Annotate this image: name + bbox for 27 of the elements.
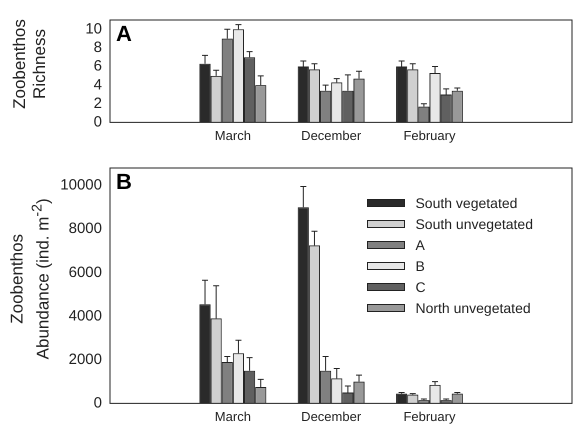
legend-label: South unvegetated <box>415 216 533 232</box>
y-tick-label: 6000 <box>68 264 102 281</box>
y-tick-label: 2000 <box>68 350 102 368</box>
x-tick-label: December <box>301 408 362 424</box>
legend-label: B <box>415 258 425 274</box>
y-tick-label: 8000 <box>68 220 102 238</box>
legend-label: South vegetated <box>415 194 518 210</box>
legend-label: North unvegetated <box>415 300 531 316</box>
y-tick-label: 4000 <box>68 307 102 324</box>
x-tick-label: February <box>403 408 456 424</box>
x-tick-label: February <box>403 128 456 143</box>
chart-title: A <box>116 21 132 46</box>
y-tick-label: 6 <box>94 58 102 75</box>
y-tick-label: 0 <box>94 394 102 412</box>
y-tick-label: 0 <box>94 114 102 131</box>
x-tick-label: December <box>301 128 362 143</box>
y-axis-title: Zoobenthos Richness <box>10 19 50 109</box>
x-tick-label: March <box>214 408 251 424</box>
y-tick-label: 8 <box>94 39 102 56</box>
y-tick-label: 10 <box>85 20 102 38</box>
x-tick-label: March <box>214 128 251 143</box>
y-tick-label: 4 <box>94 76 102 94</box>
y-tick-label: 2 <box>94 94 102 112</box>
legend-label: A <box>415 236 425 252</box>
chart-title: B <box>116 169 132 194</box>
legend-label: C <box>415 278 426 294</box>
y-tick-label: 10000 <box>60 176 102 194</box>
